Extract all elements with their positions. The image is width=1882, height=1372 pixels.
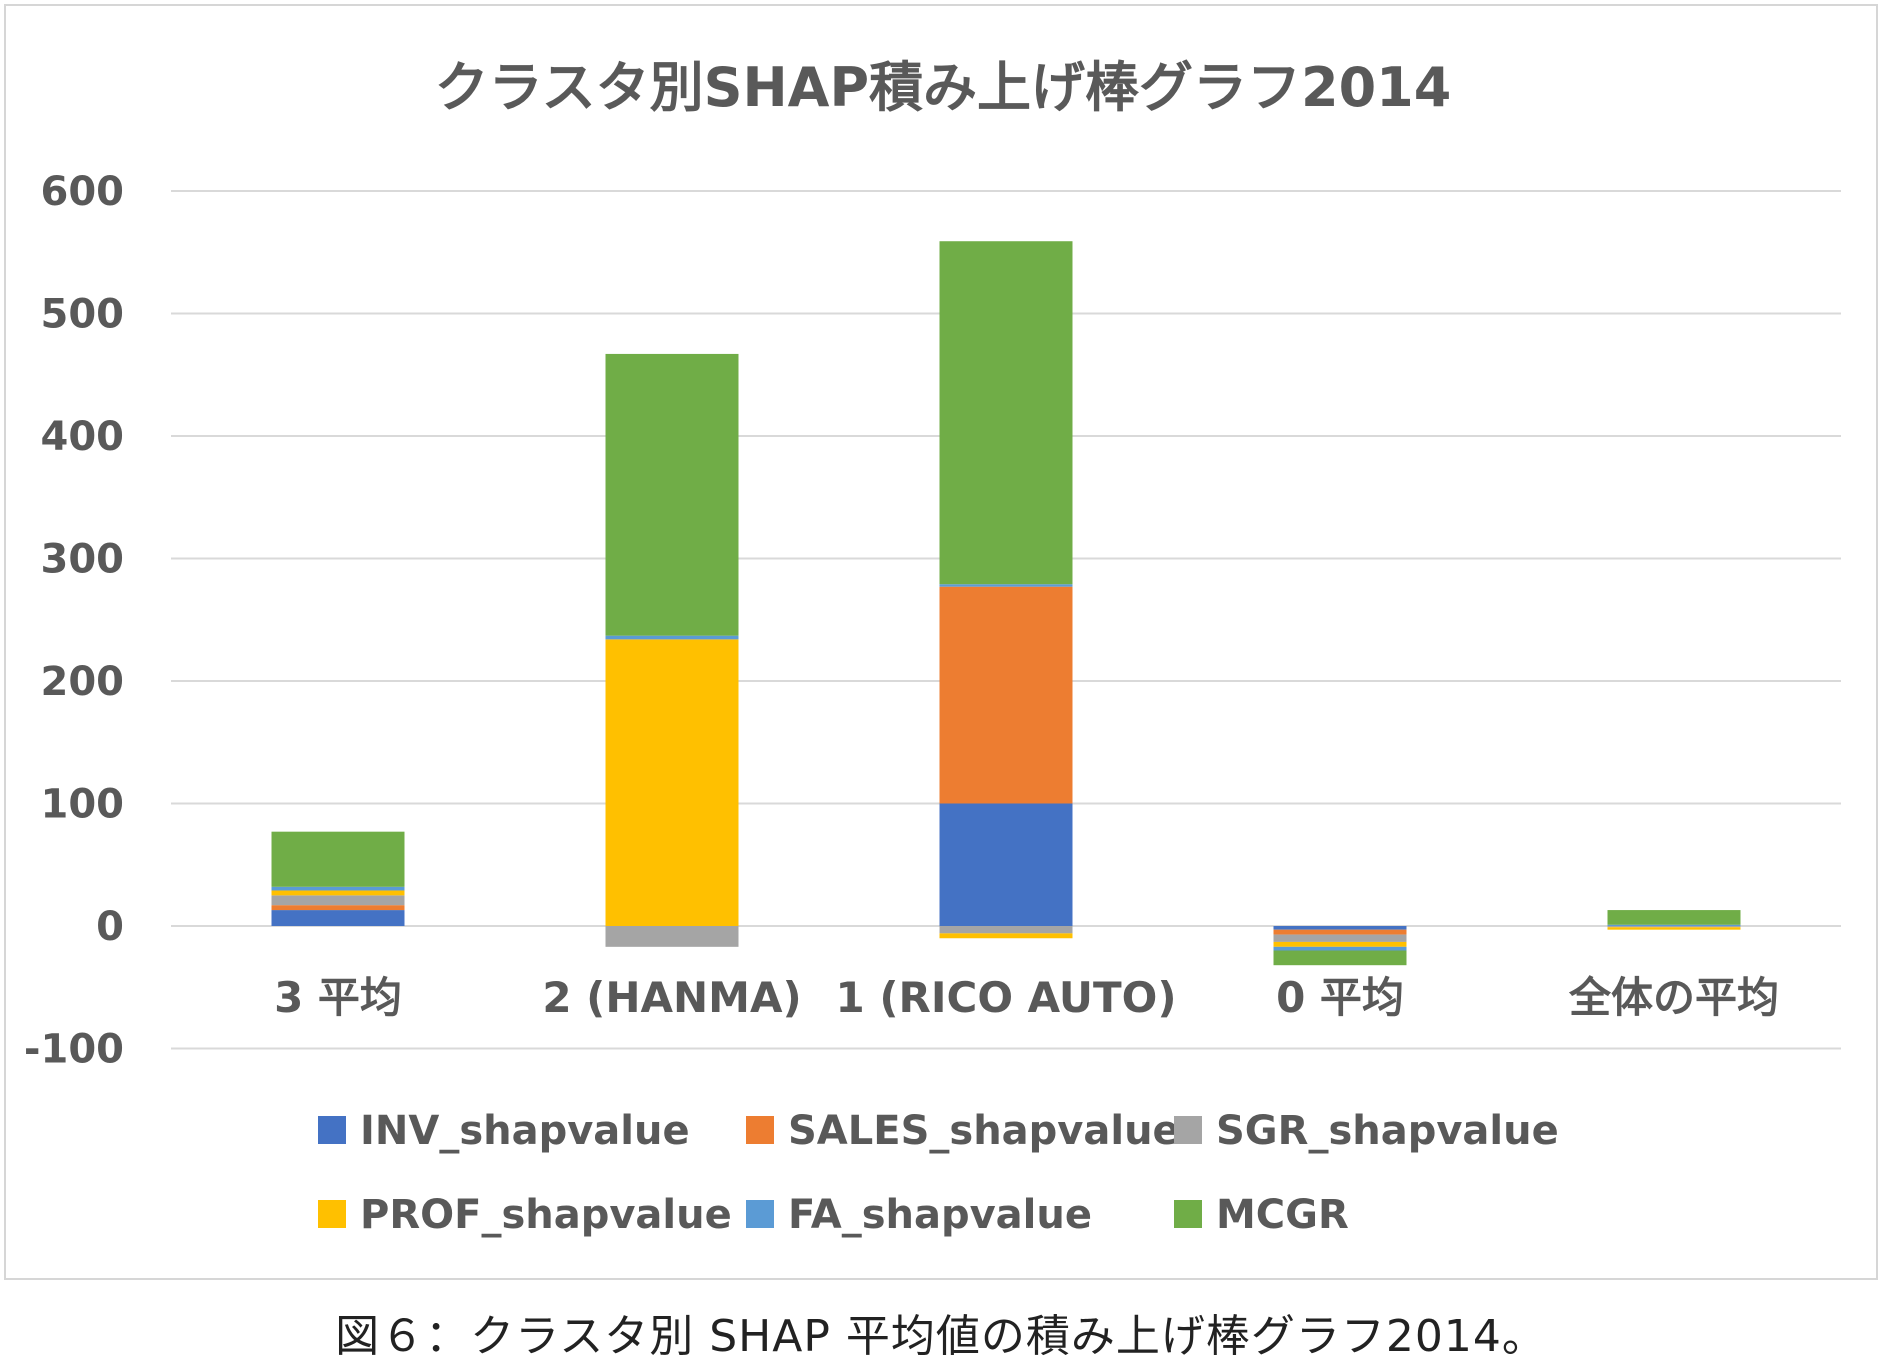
bar-segment-inv-shapvalue-2 [939,803,1073,926]
bar-segment-mcgr-4 [1607,910,1741,925]
bar-segment-sales-shapvalue-2 [939,586,1073,804]
bar-segment-inv-shapvalue-3 [1273,926,1407,930]
y-tick-label: 100 [41,782,125,828]
y-tick-label: -100 [24,1027,124,1073]
figure-caption: 図６：クラスタ別 SHAP 平均値の積み上げ棒グラフ2014。 [335,1311,1547,1362]
x-category-label: 全体の平均 [1568,973,1779,1022]
bar-segment-sgr-shapvalue-4 [1607,926,1741,928]
bar-segment-prof-shapvalue-3 [1273,941,1407,947]
y-tick-label: 200 [41,659,125,705]
bar-segment-mcgr-3 [1273,950,1407,966]
chart-title: クラスタ別SHAP積み上げ棒グラフ2014 [435,56,1452,119]
chart-frame: クラスタ別SHAP積み上げ棒グラフ2014 -100 0 100 200 300 400 5… [4,4,1878,1280]
bar-segment-mcgr-0 [271,831,405,887]
bar-segment-sgr-shapvalue-0 [271,895,405,906]
bar-segment-mcgr-2 [939,241,1073,585]
x-category-label: 3 平均 [274,973,402,1022]
x-axis: 3 平均 2 (HANMA) 1 (RICO AUTO) 0 平均 全体の平均 [274,973,1779,1022]
bar-segment-fa-shapvalue-3 [1273,946,1407,951]
legend-swatch-sales-shapvalue [746,1116,774,1144]
legend-swatch-sgr-shapvalue [1174,1116,1202,1144]
legend-swatch-inv-shapvalue [318,1116,346,1144]
bar-segment-sales-shapvalue-0 [271,905,405,911]
y-tick-label: 500 [41,292,125,338]
legend-swatch-mcgr [1174,1200,1202,1228]
y-tick-label: 0 [96,904,124,950]
x-category-label: 0 平均 [1276,973,1404,1022]
legend: INV_shapvalue SALES_shapvalue SGR_shapvalu… [318,1108,1559,1238]
stacked-bar-chart: クラスタ別SHAP積み上げ棒グラフ2014 -100 0 100 200 300 400 5… [24,56,1841,1238]
legend-label-mcgr: MCGR [1216,1192,1349,1238]
bar-segment-prof-shapvalue-0 [271,890,405,896]
y-tick-label: 400 [41,414,125,460]
x-category-label: 1 (RICO AUTO) [835,973,1176,1022]
bar-segment-fa-shapvalue-0 [271,886,405,891]
legend-swatch-fa-shapvalue [746,1200,774,1228]
y-tick-label: 300 [41,537,125,583]
legend-label-inv-shapvalue: INV_shapvalue [360,1108,690,1154]
bar-segment-inv-shapvalue-0 [271,910,405,926]
bar-segment-sales-shapvalue-3 [1273,929,1407,935]
y-axis: -100 0 100 200 300 400 500 600 [24,169,124,1073]
legend-label-sales-shapvalue: SALES_shapvalue [788,1108,1180,1154]
bar-segment-sgr-shapvalue-1 [605,926,739,947]
y-tick-label: 600 [41,169,125,215]
bar-segment-sgr-shapvalue-3 [1273,934,1407,942]
legend-swatch-prof-shapvalue [318,1200,346,1228]
bar-segment-fa-shapvalue-1 [605,635,739,640]
bar-segment-fa-shapvalue-2 [939,584,1073,587]
bar-segment-mcgr-1 [605,353,739,636]
bar-segment-prof-shapvalue-1 [605,639,739,926]
x-category-label: 2 (HANMA) [542,973,801,1022]
legend-label-fa-shapvalue: FA_shapvalue [788,1192,1092,1238]
legend-label-prof-shapvalue: PROF_shapvalue [360,1192,732,1238]
bar-segment-prof-shapvalue-4 [1607,927,1741,930]
bar-segment-prof-shapvalue-2 [939,933,1073,939]
legend-label-sgr-shapvalue: SGR_shapvalue [1216,1108,1559,1154]
bar-segment-sgr-shapvalue-2 [939,926,1073,934]
bars [271,241,1741,966]
bar-segment-fa-shapvalue-4 [1607,924,1741,926]
